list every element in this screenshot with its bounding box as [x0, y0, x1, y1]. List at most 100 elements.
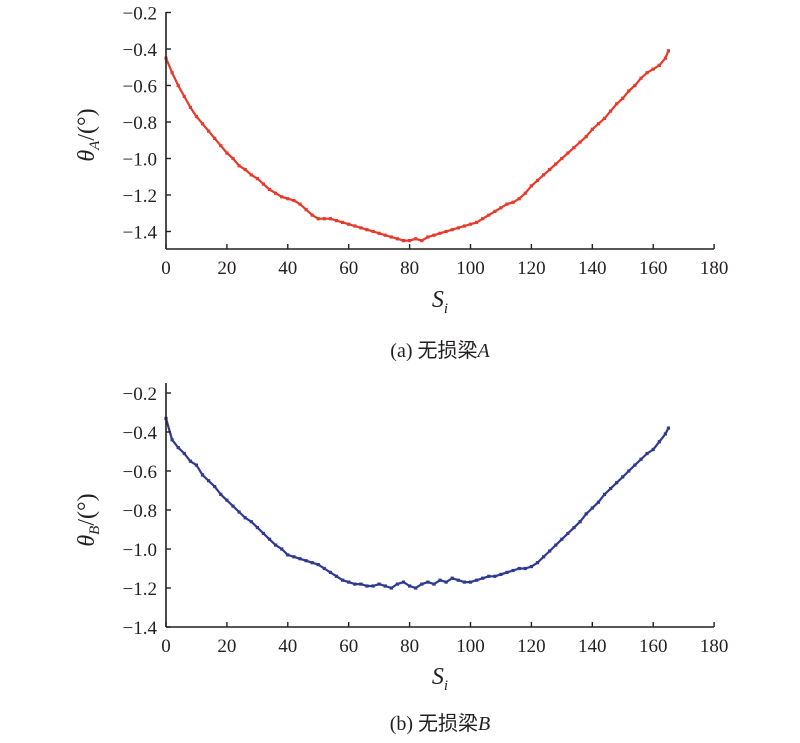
data-point: [621, 96, 625, 100]
data-point: [194, 463, 198, 467]
data-point: [213, 136, 217, 140]
data-point: [176, 83, 180, 88]
data-point: [267, 187, 272, 192]
data-point: [657, 440, 661, 444]
data-point: [395, 582, 399, 586]
y-ticks-b: −0.2 −0.4 −0.6 −0.8 −1.0 −1.2 −1.4: [123, 384, 171, 639]
data-point: [548, 549, 552, 553]
data-point: [267, 537, 272, 541]
data-point: [566, 531, 570, 535]
x-tick-label: 100: [456, 258, 485, 279]
data-point: [328, 570, 332, 574]
data-point: [633, 83, 637, 88]
data-point: [666, 49, 670, 53]
data-point: [578, 520, 582, 524]
data-point: [304, 208, 308, 212]
data-point: [584, 135, 588, 139]
data-point: [566, 151, 570, 155]
data-point: [231, 156, 235, 161]
data-point: [414, 586, 418, 590]
data-point: [657, 63, 661, 67]
data-point: [219, 144, 223, 148]
data-point: [280, 547, 284, 551]
data-point: [596, 122, 600, 126]
data-point: [207, 129, 211, 133]
data-point: [663, 432, 667, 436]
data-point: [377, 231, 381, 235]
data-point: [176, 446, 180, 450]
chart-b: 0 20 40 60 80 100 120 140 160 180 −0.2−0.4−0.6−0.…: [74, 383, 728, 735]
x-tick-label: 180: [700, 636, 729, 657]
data-point: [280, 195, 284, 199]
caption-b: (b) 无损梁B: [390, 712, 491, 735]
series-line-a: [164, 49, 670, 243]
x-tick-label: 100: [456, 636, 485, 657]
data-point: [292, 555, 296, 559]
data-point: [548, 167, 552, 172]
data-point: [207, 479, 211, 483]
data-point: [401, 580, 406, 584]
data-point: [182, 94, 186, 99]
data-point: [578, 140, 582, 144]
data-point: [420, 239, 424, 243]
data-point: [389, 586, 393, 590]
series-line-b: [164, 416, 670, 590]
data-point: [310, 213, 314, 217]
data-point: [225, 498, 229, 502]
data-point: [341, 220, 345, 224]
data-point: [213, 485, 217, 489]
data-point: [499, 572, 503, 576]
data-point: [426, 235, 430, 239]
data-point: [414, 237, 418, 241]
data-point: [188, 459, 192, 463]
x-tick-label: 40: [278, 636, 297, 657]
data-point: [408, 584, 412, 588]
data-point: [170, 438, 174, 442]
data-point: [468, 222, 473, 226]
data-point: [560, 537, 564, 541]
data-point: [408, 239, 412, 243]
data-point: [450, 228, 454, 232]
data-point: [249, 173, 253, 177]
data-point: [334, 219, 339, 223]
data-point: [322, 217, 326, 221]
data-point: [462, 224, 466, 228]
data-point: [170, 71, 174, 75]
data-point: [621, 475, 625, 479]
y-tick-label: −1.0: [123, 150, 157, 171]
y-tick-label: −0.2: [123, 384, 157, 405]
data-point: [517, 566, 521, 571]
data-point: [237, 510, 241, 514]
data-point: [481, 217, 485, 221]
data-point: [255, 177, 259, 181]
data-point: [316, 563, 320, 567]
x-tick-label: 120: [517, 636, 546, 657]
data-point: [517, 197, 521, 201]
data-point: [602, 492, 607, 496]
data-point: [292, 198, 296, 203]
data-point: [383, 584, 387, 588]
x-tick-label: 140: [578, 636, 607, 657]
x-tick-label: 20: [217, 636, 236, 657]
x-ticks-a: 0 20 40 60 80 100 120 140 160 180: [161, 244, 728, 279]
data-point: [529, 184, 533, 188]
data-point: [237, 164, 241, 168]
data-point: [523, 566, 527, 571]
data-point: [615, 481, 619, 485]
data-point: [554, 162, 558, 166]
data-point: [523, 191, 527, 195]
x-tick-label: 80: [400, 258, 419, 279]
data-point: [499, 206, 503, 210]
x-ticks-b: 0 20 40 60 80 100 120 140 160 180: [161, 622, 728, 657]
data-point: [365, 228, 369, 232]
data-point: [535, 178, 540, 182]
y-tick-label: −0.6: [123, 462, 157, 483]
y-tick-label: −1.0: [123, 540, 157, 561]
data-point: [590, 127, 594, 131]
data-point: [347, 580, 351, 584]
x-tick-label: 40: [278, 258, 297, 279]
data-point: [371, 584, 375, 588]
data-point: [450, 576, 454, 580]
data-point: [645, 451, 649, 456]
